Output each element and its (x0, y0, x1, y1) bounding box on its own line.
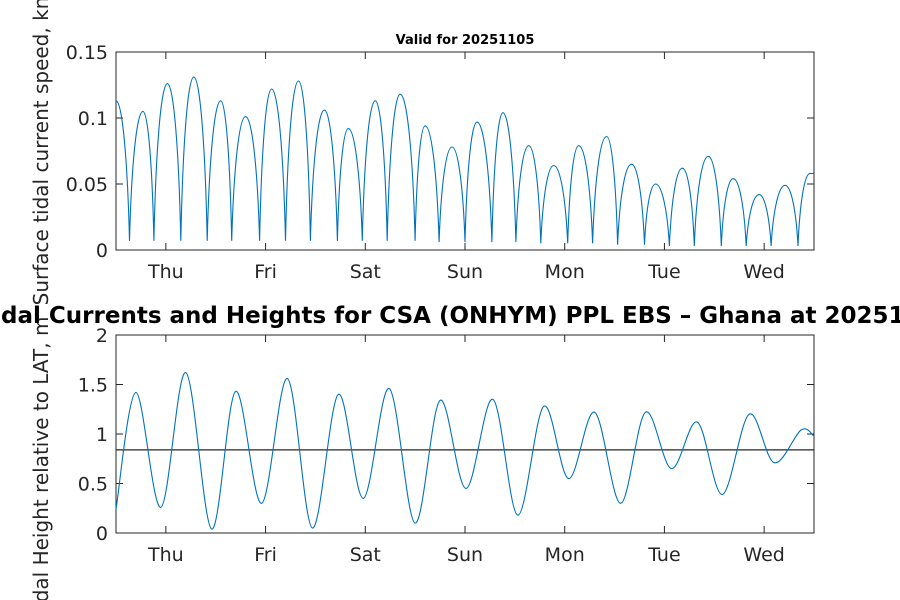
current-speed-y-axis-label: Surface tidal current speed, kn (29, 0, 53, 305)
current-speed-series-line (115, 76, 814, 247)
tidal-height-x-tick-label: Mon (545, 544, 585, 566)
tidal-height-y-tick-label: 0 (96, 523, 108, 545)
tidal-height-axes: 0 0.5 1 1.5 2 Thu Fri Sat Sun Mon Tue Wed Tidal Hei… (29, 317, 815, 600)
tidal-height-x-tick-label: Sun (447, 544, 483, 566)
current-speed-y-tick-label: 0.1 (78, 108, 108, 130)
current-speed-y-tick-label: 0 (96, 240, 108, 262)
tidal-height-ticks: 0 0.5 1 1.5 2 Thu Fri Sat Sun Mon Tue Wed (78, 325, 814, 566)
current-speed-axes: 0 0.05 0.1 0.15 Thu Fri Sat Sun Mon Tue Wed Valid … (29, 0, 815, 305)
current-speed-x-tick-label: Thu (147, 261, 184, 283)
tidal-height-plot-area (115, 334, 815, 534)
current-speed-x-tick-label: Sun (447, 261, 483, 283)
tidal-height-x-tick-label: Wed (743, 544, 784, 566)
current-speed-chart-title: Valid for 20251105 (396, 33, 535, 48)
tidal-height-x-tick-label: Fri (254, 544, 277, 566)
tidal-height-x-tick-label: Tue (647, 544, 680, 566)
current-speed-ticks: 0 0.05 0.1 0.15 Thu Fri Sat Sun Mon Tue Wed (66, 42, 814, 283)
figure-title: Tidal Currents and Heights for CSA (ONHY… (0, 303, 900, 329)
tidal-height-y-tick-label: 1.5 (78, 375, 108, 397)
tidal-height-series-line (115, 372, 815, 530)
current-speed-x-tick-label: Sat (350, 261, 381, 283)
current-speed-x-tick-label: Fri (254, 261, 277, 283)
tidal-height-x-tick-label: Sat (350, 544, 381, 566)
tidal-height-y-tick-label: 2 (96, 325, 108, 347)
tidal-height-x-tick-label: Thu (147, 544, 184, 566)
current-speed-x-tick-label: Wed (743, 261, 784, 283)
current-speed-plot-area (115, 51, 815, 251)
current-speed-x-tick-label: Mon (545, 261, 585, 283)
current-speed-y-tick-label: 0.05 (66, 174, 108, 196)
current-speed-x-tick-label: Tue (647, 261, 680, 283)
tidal-height-y-axis-label: Tidal Height relative to LAT, m (29, 317, 53, 600)
tidal-height-y-tick-label: 0.5 (78, 474, 108, 496)
tidal-height-y-tick-label: 1 (96, 424, 108, 446)
current-speed-y-tick-label: 0.15 (66, 42, 108, 64)
